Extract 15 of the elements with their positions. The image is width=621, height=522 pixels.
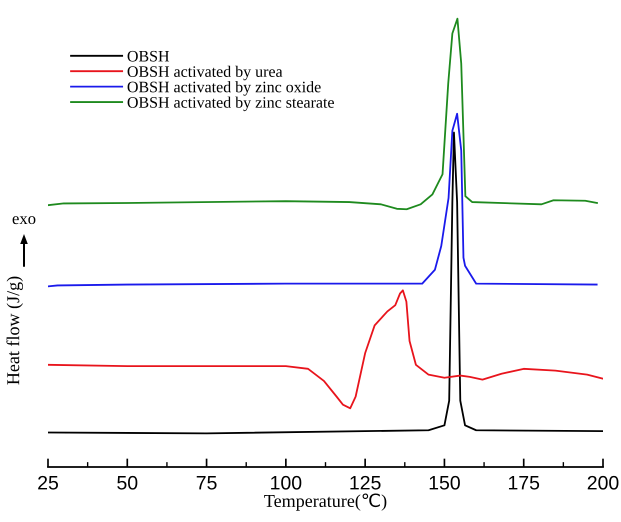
legend-label: OBSH [128, 50, 170, 62]
text: exo [12, 216, 36, 224]
x-tick-label: 175 [508, 476, 540, 490]
x-tick-label: 125 [350, 476, 381, 490]
x-tick-label: 100 [271, 476, 302, 490]
x-tick-label: 200 [588, 476, 618, 490]
x-tick-label: 150 [430, 476, 460, 490]
x-tick-label: 75 [196, 476, 217, 490]
legend-label: OBSH activated by zinc oxide [128, 81, 321, 96]
legend-label: OBSH activated by urea [128, 66, 282, 80]
legend-label: OBSH activated by zinc stearate [128, 96, 334, 112]
x-axis-title: Temperature(℃) [264, 493, 386, 511]
x-tick-label: 50 [117, 476, 138, 490]
x-tick-label: 25 [38, 476, 58, 490]
y-axis-title: Heat flow (J/g) [6, 276, 24, 385]
